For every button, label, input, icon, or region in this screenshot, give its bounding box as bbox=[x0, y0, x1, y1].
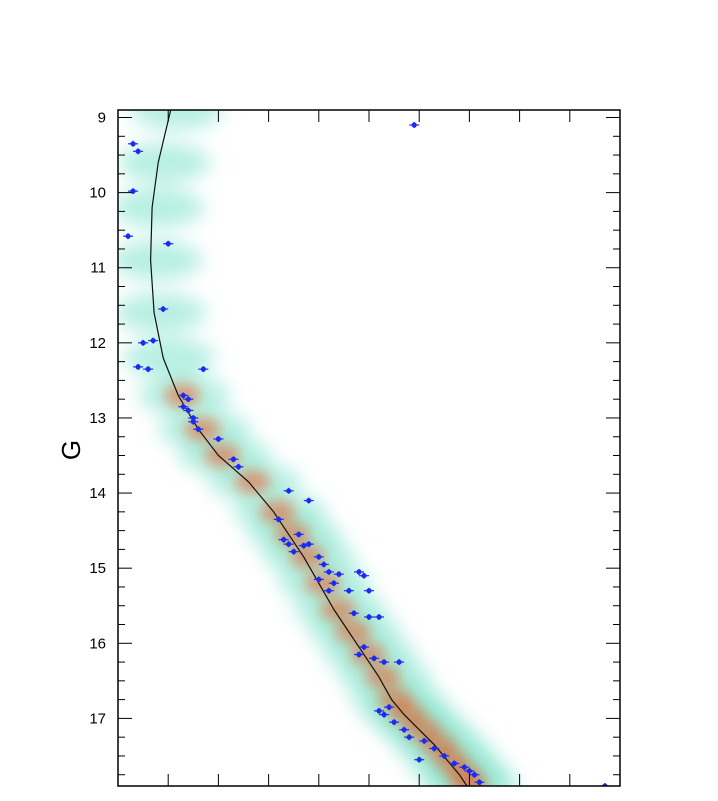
data-point bbox=[374, 707, 385, 714]
data-point bbox=[143, 366, 154, 373]
density-core bbox=[334, 620, 371, 645]
data-point bbox=[358, 644, 369, 651]
data-point bbox=[183, 396, 194, 403]
density-blob bbox=[130, 110, 223, 130]
data-point bbox=[133, 148, 144, 155]
data-point bbox=[123, 233, 134, 240]
data-point bbox=[328, 580, 339, 587]
data-point bbox=[439, 752, 450, 759]
density-core bbox=[204, 443, 241, 468]
density-core bbox=[274, 522, 311, 547]
data-point bbox=[414, 756, 425, 763]
data-point bbox=[213, 435, 224, 442]
curve-line bbox=[149, 110, 468, 786]
data-point bbox=[193, 426, 204, 433]
isochrone-curve bbox=[149, 110, 468, 786]
data-point bbox=[404, 734, 415, 741]
data-point bbox=[358, 572, 369, 579]
data-point bbox=[323, 587, 334, 594]
data-point bbox=[273, 516, 284, 523]
data-point bbox=[409, 122, 420, 129]
density-core bbox=[365, 665, 402, 690]
y-tick-label: 9 bbox=[98, 110, 106, 127]
data-point bbox=[379, 659, 390, 666]
data-point bbox=[288, 548, 299, 555]
data-point bbox=[379, 711, 390, 718]
y-tick-label: 15 bbox=[89, 560, 106, 577]
density-core bbox=[319, 597, 356, 622]
data-point bbox=[303, 541, 314, 548]
data-point bbox=[364, 587, 374, 594]
data-point bbox=[278, 536, 289, 543]
y-tick-labels: 9 10 11 12 13 14 15 16 17 bbox=[89, 110, 106, 728]
data-point bbox=[419, 737, 430, 744]
data-point bbox=[158, 306, 169, 313]
density-core bbox=[234, 469, 271, 494]
axis-ticks bbox=[118, 110, 620, 786]
density-core bbox=[349, 642, 386, 667]
data-point bbox=[303, 497, 314, 504]
data-point bbox=[343, 587, 354, 594]
density-blob bbox=[118, 292, 207, 333]
y-tick-label: 16 bbox=[89, 635, 106, 652]
y-tick-label: 13 bbox=[89, 410, 106, 427]
data-point bbox=[459, 764, 470, 771]
data-point bbox=[384, 704, 395, 711]
data-point bbox=[399, 726, 410, 733]
density-core bbox=[289, 544, 326, 569]
data-point bbox=[429, 745, 440, 752]
data-point bbox=[313, 576, 324, 583]
data-point bbox=[353, 568, 364, 575]
y-tick-label: 12 bbox=[89, 335, 106, 352]
data-point bbox=[283, 541, 294, 548]
data-point bbox=[233, 463, 244, 470]
data-point bbox=[318, 561, 329, 568]
data-point bbox=[148, 337, 159, 344]
data-point bbox=[333, 571, 344, 578]
data-point bbox=[133, 363, 144, 370]
data-point bbox=[188, 418, 199, 425]
density-blob bbox=[118, 142, 211, 183]
data-point bbox=[389, 719, 400, 726]
data-point bbox=[323, 568, 334, 575]
y-tick-label: 11 bbox=[90, 260, 106, 277]
star-points bbox=[123, 122, 610, 786]
data-point bbox=[128, 140, 139, 147]
data-point bbox=[178, 403, 189, 410]
data-point bbox=[313, 553, 324, 560]
data-point bbox=[293, 531, 304, 538]
density-blob bbox=[118, 240, 203, 281]
y-tick-label: 17 bbox=[89, 710, 106, 727]
data-point bbox=[474, 779, 485, 786]
y-axis-title: G bbox=[56, 440, 86, 460]
y-tick-label: 10 bbox=[89, 185, 106, 202]
data-point bbox=[469, 771, 480, 778]
data-point bbox=[394, 659, 405, 666]
data-point bbox=[183, 407, 194, 414]
data-point bbox=[374, 614, 385, 620]
density-blob bbox=[118, 187, 205, 228]
plot-area bbox=[117, 109, 621, 787]
data-point bbox=[198, 366, 209, 373]
data-point bbox=[138, 339, 149, 346]
data-point bbox=[353, 651, 364, 658]
density-core bbox=[304, 571, 341, 596]
y-tick-label: 14 bbox=[89, 485, 106, 502]
data-point bbox=[364, 614, 374, 620]
data-point bbox=[348, 610, 359, 617]
data-point bbox=[228, 456, 239, 463]
data-point bbox=[178, 392, 189, 399]
data-point bbox=[283, 487, 294, 494]
data-point bbox=[464, 767, 475, 774]
data-point bbox=[369, 655, 380, 662]
data-point bbox=[163, 240, 174, 247]
data-point bbox=[449, 760, 460, 767]
